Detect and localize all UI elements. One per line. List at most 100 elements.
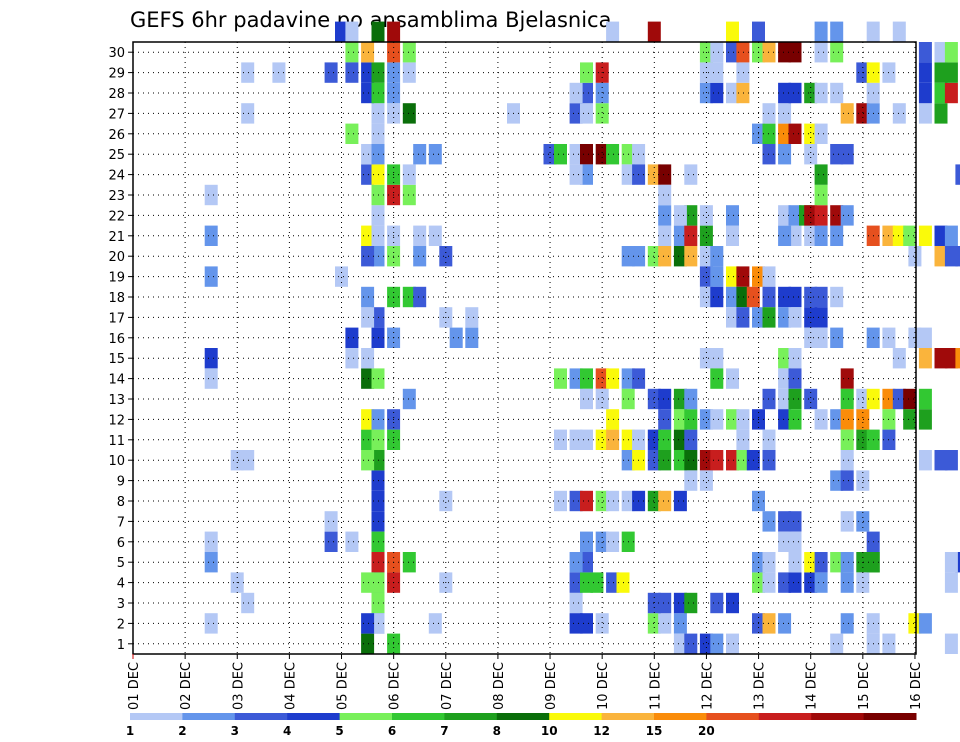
x-tick-label: 09 DEC xyxy=(544,662,559,710)
heatmap-cell xyxy=(684,164,698,185)
heatmap-cell xyxy=(788,531,802,552)
heatmap-cell xyxy=(814,21,828,42)
heatmap-cell xyxy=(428,613,442,634)
heatmap-cell xyxy=(726,21,739,42)
y-tick-label: 1 xyxy=(117,638,125,653)
heatmap-cell xyxy=(736,409,750,430)
heatmap-cell xyxy=(918,103,932,124)
heatmap-cell xyxy=(241,62,255,83)
heatmap-cell xyxy=(830,409,844,430)
heatmap-cell xyxy=(892,21,906,42)
heatmap-cell xyxy=(580,490,593,512)
y-tick-label: 15 xyxy=(108,352,125,367)
cells-layer xyxy=(204,21,960,654)
heatmap-cell xyxy=(361,42,375,63)
heatmap-cell xyxy=(840,470,854,491)
heatmap-cell xyxy=(658,225,672,246)
heatmap-cell xyxy=(658,205,672,226)
heatmap-cell xyxy=(241,450,255,471)
heatmap-cell xyxy=(361,62,375,83)
colorbar-label: 8 xyxy=(493,724,501,738)
heatmap-cell xyxy=(944,225,958,246)
heatmap-cell xyxy=(840,450,854,471)
heatmap-cell xyxy=(554,490,567,512)
heatmap-cell xyxy=(569,82,583,104)
colorbar-label: 1 xyxy=(126,724,134,738)
heatmap-cell xyxy=(778,368,792,389)
heatmap-cell xyxy=(726,286,739,308)
heatmap-cell xyxy=(736,266,750,287)
heatmap-cell xyxy=(830,225,844,246)
y-tick-label: 5 xyxy=(117,556,125,571)
heatmap-cell xyxy=(788,511,802,532)
y-tick-label: 3 xyxy=(117,597,125,612)
heatmap-cell xyxy=(580,388,593,410)
heatmap-cell xyxy=(944,42,958,63)
heatmap-cell xyxy=(204,531,218,552)
heatmap-cell xyxy=(658,184,672,206)
heatmap-cell xyxy=(361,246,375,267)
heatmap-cell xyxy=(710,266,724,287)
heatmap-cell xyxy=(580,531,593,552)
heatmap-cell xyxy=(830,633,844,654)
heatmap-cell xyxy=(361,225,375,246)
x-axis: 01 DEC 02 DEC 03 DEC 04 DEC 05 DEC 06 DEC 07 D… xyxy=(127,654,924,710)
heatmap-cell xyxy=(944,348,958,369)
heatmap-cell xyxy=(726,205,739,226)
heatmap-cell xyxy=(569,592,583,614)
heatmap-cell xyxy=(554,429,567,450)
heatmap-cell xyxy=(804,388,818,410)
heatmap-cell xyxy=(684,592,698,614)
y-tick-label: 22 xyxy=(108,209,125,224)
heatmap-cell xyxy=(658,164,672,185)
heatmap-cell xyxy=(345,62,359,83)
colorbar-segment xyxy=(234,713,288,720)
x-tick-label: 13 DEC xyxy=(753,662,768,710)
x-tick-label: 16 DEC xyxy=(909,662,924,710)
heatmap-cell xyxy=(428,225,442,246)
heatmap-cell xyxy=(726,307,739,328)
heatmap-cell xyxy=(699,450,713,471)
heatmap-cell xyxy=(934,42,948,63)
heatmap-cell xyxy=(580,82,593,104)
heatmap-cell xyxy=(361,348,375,369)
heatmap-cell xyxy=(788,82,802,104)
heatmap-cell xyxy=(788,123,802,144)
y-tick-label: 8 xyxy=(117,495,125,510)
heatmap-cell xyxy=(804,225,818,246)
heatmap-cell xyxy=(606,429,620,450)
heatmap-cell xyxy=(673,592,687,614)
heatmap-cell xyxy=(814,184,828,206)
heatmap-cell xyxy=(778,225,792,246)
y-tick-label: 10 xyxy=(108,454,125,469)
heatmap-cell xyxy=(856,429,870,450)
heatmap-cell xyxy=(673,490,687,512)
heatmap-cell xyxy=(778,388,792,410)
heatmap-cell xyxy=(699,246,713,267)
heatmap-cell xyxy=(710,409,724,430)
heatmap-cell xyxy=(778,307,792,328)
x-tick-label: 05 DEC xyxy=(336,662,351,710)
heatmap-cell xyxy=(647,388,661,410)
heatmap-cell xyxy=(335,266,348,287)
heatmap-cell xyxy=(778,123,792,144)
x-tick-label: 12 DEC xyxy=(700,662,715,710)
heatmap-cell xyxy=(684,205,698,226)
heatmap-cell xyxy=(903,409,917,430)
heatmap-cell xyxy=(840,388,854,410)
y-tick-label: 27 xyxy=(108,107,125,122)
heatmap-cell xyxy=(788,225,802,246)
heatmap-cell xyxy=(814,409,828,430)
heatmap-cell xyxy=(569,429,583,450)
heatmap-cell xyxy=(569,103,583,124)
colorbar-segment xyxy=(182,713,236,720)
y-tick-label: 30 xyxy=(108,46,125,61)
heatmap-cell xyxy=(814,286,828,308)
colorbar-label: 4 xyxy=(283,724,291,738)
heatmap-cell xyxy=(335,21,348,42)
plot-frame xyxy=(132,41,917,655)
heatmap-cell xyxy=(944,246,958,267)
colorbar-label: 10 xyxy=(541,724,558,738)
heatmap-cell xyxy=(595,144,609,165)
